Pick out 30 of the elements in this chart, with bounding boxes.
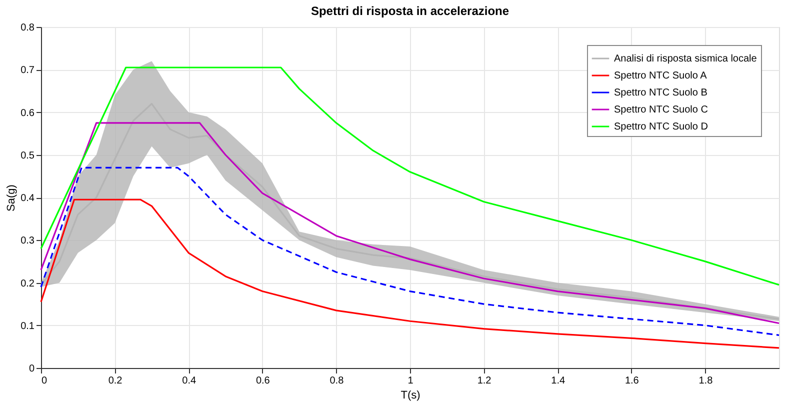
y-tick-label: 0.2 (20, 278, 35, 290)
line-series (40, 166, 780, 336)
y-tick-label: 0.1 (20, 320, 35, 332)
y-tick-label: 0.4 (20, 193, 35, 204)
x-tick-label: 0.6 (256, 376, 270, 386)
y-tick-label: 0 (28, 364, 35, 374)
line-series (40, 198, 780, 349)
y-tick-label: 0.8 (20, 22, 35, 34)
line-series (40, 66, 780, 286)
x-tick-label: 0.8 (330, 376, 344, 386)
x-tick-label: 0.2 (108, 376, 123, 386)
x-tick-label: 1.6 (624, 376, 640, 386)
legend-label: Spettro NTC Suolo A (614, 70, 708, 82)
y-axis-title: Sa(g) (6, 184, 18, 212)
x-tick-label: 1 (408, 376, 414, 386)
x-tick-label: 1.8 (698, 376, 714, 386)
y-tick-label: 0.6 (20, 108, 35, 119)
x-tick-label: 0 (42, 376, 48, 386)
y-tick-label: 0.3 (20, 236, 35, 247)
legend-label: Spettro NTC Suolo D (614, 122, 708, 132)
x-axis-title: T(s) (400, 390, 420, 402)
legend-label: Spettro NTC Suolo C (614, 104, 708, 116)
x-tick-label: 0.4 (182, 376, 196, 386)
legend-label: Analisi di risposta sismica locale (614, 54, 758, 64)
x-tick-label: 1.2 (477, 376, 492, 386)
chart-title: Spettri di risposta in accelerazione (310, 4, 510, 18)
y-tick-label: 0.7 (20, 65, 35, 76)
legend-label: Spettro NTC Suolo B (614, 88, 708, 98)
y-tick-label: 0.5 (20, 150, 35, 162)
x-tick-label: 1.4 (551, 376, 566, 386)
